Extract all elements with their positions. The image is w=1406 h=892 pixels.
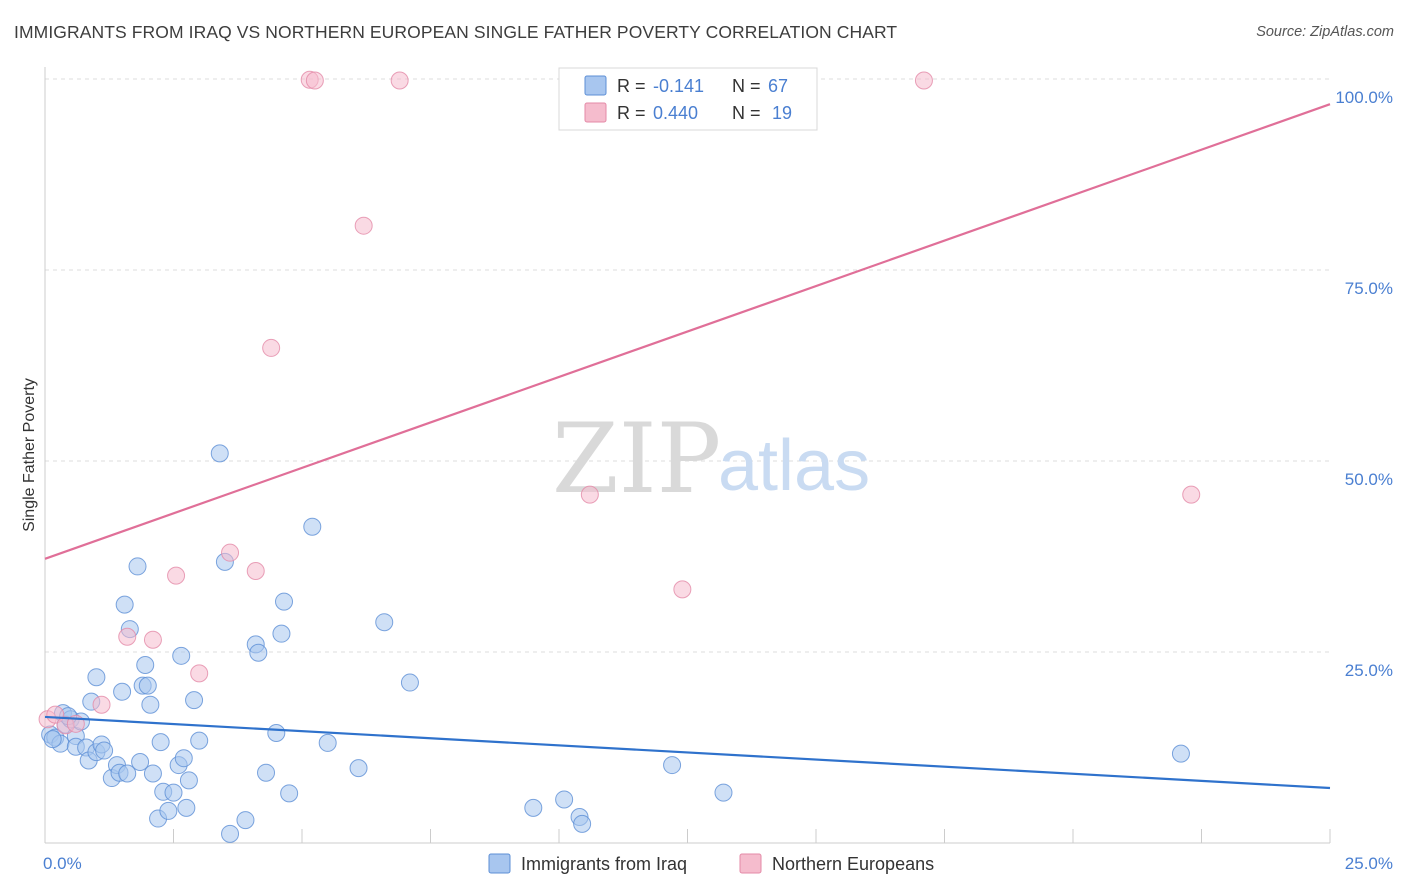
bottom-legend-label-northern-european: Northern Europeans bbox=[772, 854, 934, 874]
series-iraq-points bbox=[41, 444, 1190, 843]
legend-r-label: R = bbox=[617, 103, 646, 123]
bottom-legend-label-iraq: Immigrants from Iraq bbox=[521, 854, 687, 874]
data-point-northern-european bbox=[262, 338, 281, 357]
data-point-iraq bbox=[249, 643, 268, 662]
x-tick-label: 0.0% bbox=[43, 854, 82, 873]
data-point-iraq bbox=[118, 764, 137, 783]
bottom-legend-swatch-iraq bbox=[488, 853, 511, 874]
data-point-northern-european bbox=[167, 566, 186, 585]
legend: R = -0.141 N = 67 R = 0.440 N = 19 bbox=[558, 67, 818, 131]
data-point-northern-european bbox=[246, 562, 265, 581]
data-point-northern-european bbox=[673, 580, 692, 599]
data-point-iraq bbox=[221, 824, 240, 843]
data-point-iraq bbox=[185, 691, 204, 710]
data-point-northern-european bbox=[914, 71, 933, 90]
watermark-atlas: atlas bbox=[718, 426, 870, 506]
y-tick-labels: 25.0% 50.0% 75.0% 100.0% bbox=[1335, 88, 1393, 680]
data-point-iraq bbox=[113, 682, 132, 701]
data-point-iraq bbox=[131, 753, 150, 772]
legend-n-label: N = bbox=[732, 76, 761, 96]
data-point-iraq bbox=[349, 759, 368, 778]
legend-swatch-iraq bbox=[584, 75, 607, 96]
y-tick-label: 50.0% bbox=[1345, 470, 1393, 489]
y-tick-label: 25.0% bbox=[1345, 661, 1393, 680]
data-point-northern-european bbox=[580, 485, 599, 504]
data-point-northern-european bbox=[1182, 485, 1201, 504]
data-point-iraq bbox=[115, 595, 134, 614]
data-point-iraq bbox=[172, 646, 191, 665]
data-point-iraq bbox=[87, 668, 106, 687]
data-point-northern-european bbox=[118, 627, 137, 646]
data-point-iraq bbox=[151, 733, 170, 752]
data-point-northern-european bbox=[354, 216, 373, 235]
chart-title: IMMIGRANTS FROM IRAQ VS NORTHERN EUROPEA… bbox=[14, 22, 898, 42]
legend-r-value: 0.440 bbox=[653, 103, 698, 123]
x-tick-labels: 0.0% 25.0% bbox=[43, 854, 1393, 873]
legend-n-value: 67 bbox=[768, 76, 788, 96]
source-label: Source: ZipAtlas.com bbox=[1256, 24, 1394, 40]
data-point-iraq bbox=[318, 733, 337, 752]
legend-swatch-northern-european bbox=[584, 102, 607, 123]
data-point-iraq bbox=[555, 790, 574, 809]
trend-line-iraq bbox=[44, 715, 1331, 790]
data-point-iraq bbox=[138, 676, 157, 695]
bottom-legend-swatch-northern-european bbox=[739, 853, 762, 874]
data-point-iraq bbox=[272, 624, 291, 643]
data-point-iraq bbox=[179, 771, 198, 790]
watermark-zip: ZIP bbox=[552, 403, 721, 515]
data-point-iraq bbox=[177, 798, 196, 817]
data-point-iraq bbox=[267, 723, 286, 742]
data-point-iraq bbox=[236, 811, 255, 830]
data-point-northern-european bbox=[143, 630, 162, 649]
data-point-iraq bbox=[143, 764, 162, 783]
data-point-iraq bbox=[1171, 744, 1190, 763]
trend-lines bbox=[44, 103, 1331, 790]
x-tick-label: 25.0% bbox=[1345, 854, 1393, 873]
data-point-iraq bbox=[303, 517, 322, 536]
bottom-legend: Immigrants from Iraq Northern Europeans bbox=[488, 853, 934, 874]
data-point-northern-european bbox=[305, 71, 324, 90]
data-point-iraq bbox=[210, 444, 229, 463]
data-point-northern-european bbox=[92, 695, 111, 714]
data-point-iraq bbox=[375, 613, 394, 632]
data-point-iraq bbox=[159, 801, 178, 820]
legend-n-label: N = bbox=[732, 103, 761, 123]
data-point-iraq bbox=[136, 655, 155, 674]
data-point-iraq bbox=[663, 756, 682, 775]
data-point-iraq bbox=[400, 673, 419, 692]
y-tick-label: 75.0% bbox=[1345, 279, 1393, 298]
data-point-iraq bbox=[280, 784, 299, 803]
trend-line-northern-european bbox=[44, 103, 1331, 560]
legend-n-value: 19 bbox=[772, 103, 792, 123]
y-axis-label: Single Father Poverty bbox=[21, 378, 38, 532]
data-point-iraq bbox=[174, 749, 193, 768]
data-point-iraq bbox=[141, 695, 160, 714]
data-point-northern-european bbox=[221, 543, 240, 562]
legend-r-value: -0.141 bbox=[653, 76, 704, 96]
data-point-northern-european bbox=[190, 664, 209, 683]
data-point-iraq bbox=[257, 763, 276, 782]
data-point-iraq bbox=[43, 730, 62, 749]
data-point-iraq bbox=[190, 731, 209, 750]
data-point-iraq bbox=[95, 741, 114, 760]
data-point-iraq bbox=[573, 814, 592, 833]
data-point-iraq bbox=[275, 592, 294, 611]
y-tick-label: 100.0% bbox=[1335, 88, 1393, 107]
data-point-iraq bbox=[714, 783, 733, 802]
data-point-iraq bbox=[164, 783, 183, 802]
data-point-iraq bbox=[128, 557, 147, 576]
gridlines bbox=[45, 78, 1330, 653]
data-point-iraq bbox=[524, 798, 543, 817]
legend-r-label: R = bbox=[617, 76, 646, 96]
data-point-northern-european bbox=[390, 71, 409, 90]
watermark: ZIP atlas bbox=[552, 403, 870, 515]
